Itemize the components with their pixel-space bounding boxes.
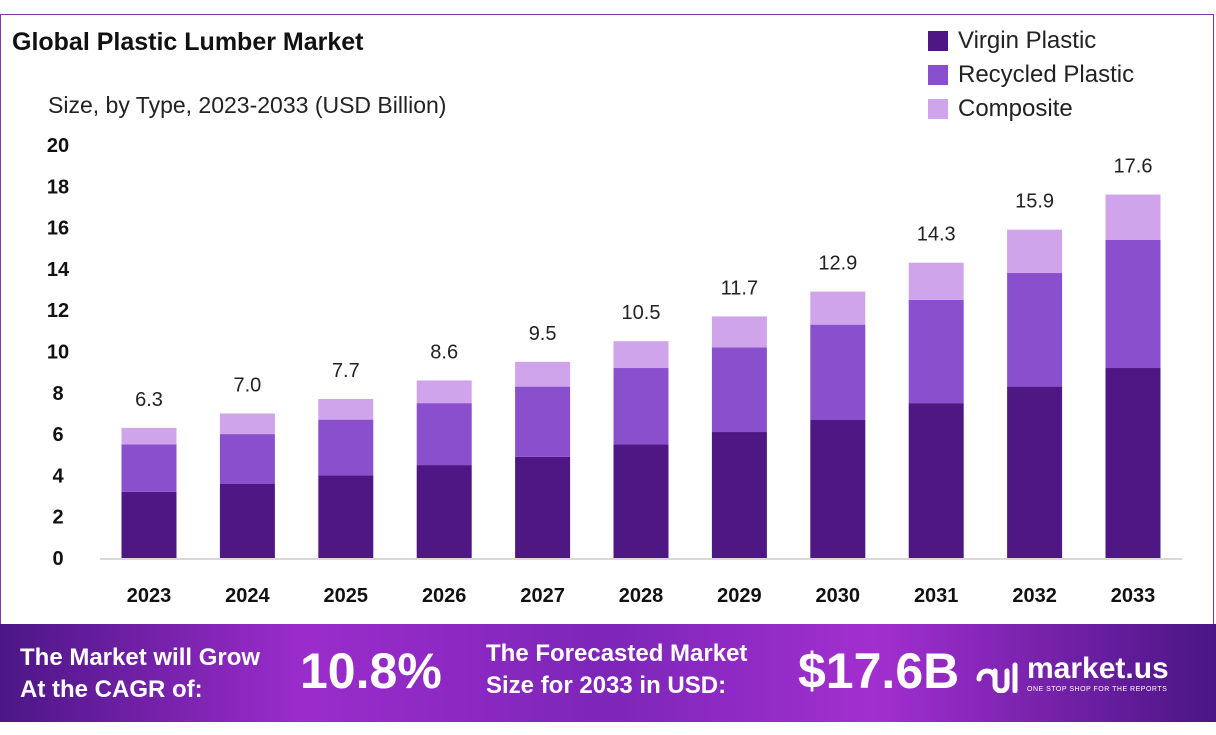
legend-item-recycled: Recycled Plastic <box>928 58 1134 92</box>
bar-segment-recycled-plastic <box>121 444 177 492</box>
bar-segment-virgin-plastic <box>515 456 571 558</box>
bar-segment-virgin-plastic <box>121 491 177 558</box>
bar-segment-composite <box>1007 229 1063 274</box>
y-tick-label: 14 <box>47 259 70 281</box>
total-data-label: 8.6 <box>430 341 458 363</box>
bar-segment-virgin-plastic <box>711 432 767 558</box>
bar-segment-composite <box>515 361 571 387</box>
bar-segment-virgin-plastic <box>908 403 964 558</box>
x-tick-label: 2032 <box>1012 585 1057 607</box>
bar-segment-virgin-plastic <box>613 444 669 558</box>
x-tick-label: 2024 <box>225 585 270 607</box>
y-tick-label: 0 <box>52 548 63 570</box>
total-data-label: 7.7 <box>332 360 360 382</box>
cagr-label: The Market will Grow At the CAGR of: <box>20 642 260 706</box>
cagr-label-line2: At the CAGR of: <box>20 676 203 703</box>
chart-subtitle: Size, by Type, 2023-2033 (USD Billion) <box>48 92 447 118</box>
bar-segment-virgin-plastic <box>810 419 866 558</box>
y-tick-label: 12 <box>47 300 69 322</box>
total-data-label: 14.3 <box>917 224 956 246</box>
y-tick-label: 2 <box>52 507 63 529</box>
bar-segment-recycled-plastic <box>908 299 964 404</box>
bar-segment-composite <box>1105 194 1161 240</box>
chart-frame <box>0 14 1214 624</box>
y-tick-label: 4 <box>52 465 64 487</box>
legend-item-composite: Composite <box>928 92 1134 126</box>
bar-segment-recycled-plastic <box>613 368 669 445</box>
bar-segment-virgin-plastic <box>416 465 472 558</box>
total-data-label: 9.5 <box>529 323 557 345</box>
legend-label: Virgin Plastic <box>958 27 1097 54</box>
y-tick-label: 16 <box>47 218 69 240</box>
y-tick-label: 20 <box>47 135 69 157</box>
bar-segment-recycled-plastic <box>318 419 374 476</box>
bar-segment-recycled-plastic <box>219 434 275 484</box>
total-data-label: 6.3 <box>135 389 163 411</box>
total-data-label: 10.5 <box>622 302 661 324</box>
bar-segment-recycled-plastic <box>416 403 472 466</box>
bar-segment-composite <box>219 413 275 435</box>
bar-segment-recycled-plastic <box>515 386 571 457</box>
cagr-label-line1: The Market will Grow <box>20 644 261 671</box>
x-tick-label: 2027 <box>520 585 565 607</box>
bar-segment-virgin-plastic <box>219 483 275 558</box>
total-data-label: 11.7 <box>721 277 758 299</box>
y-tick-label: 18 <box>47 176 69 198</box>
bar-segment-composite <box>318 398 374 420</box>
legend-swatch <box>928 65 948 85</box>
y-tick-label: 10 <box>47 342 69 364</box>
total-data-label: 7.0 <box>233 374 261 396</box>
logo-name: market.us <box>1027 652 1169 685</box>
bar-segment-composite <box>416 380 472 404</box>
forecast-label-line1: The Forecasted Market <box>486 640 748 667</box>
bar-segment-composite <box>908 262 964 300</box>
forecast-value: $17.6B <box>798 643 960 699</box>
x-tick-label: 2030 <box>816 585 861 607</box>
total-data-label: 17.6 <box>1114 156 1153 178</box>
cagr-value: 10.8% <box>300 643 442 699</box>
x-tick-label: 2023 <box>127 585 172 607</box>
legend-swatch <box>928 99 948 119</box>
bar-segment-recycled-plastic <box>810 324 866 420</box>
bar-segment-recycled-plastic <box>1007 273 1063 387</box>
footer-banner: The Market will Grow At the CAGR of: 10.8… <box>0 624 1216 722</box>
bar-segment-composite <box>613 341 669 369</box>
x-tick-label: 2026 <box>422 585 467 607</box>
bar-chart: 0 2 4 6 8 10 12 14 16 18 20 6.3 2023 7.0 2024 7.7 2025 8.… <box>47 135 1182 607</box>
x-tick-label: 2031 <box>914 585 959 607</box>
legend: Virgin Plastic Recycled Plastic Composit… <box>928 24 1134 126</box>
logo-icon <box>976 662 1018 693</box>
bar-segment-composite <box>711 316 767 348</box>
bar-segment-composite <box>121 427 177 445</box>
bar-segment-virgin-plastic <box>1105 368 1161 558</box>
bar-segment-virgin-plastic <box>1007 386 1063 558</box>
y-tick-label: 6 <box>52 424 63 446</box>
chart-title: Global Plastic Lumber Market <box>12 28 364 56</box>
x-tick-label: 2029 <box>717 585 762 607</box>
total-data-label: 12.9 <box>818 253 857 275</box>
legend-label: Composite <box>958 95 1073 122</box>
bar-segment-composite <box>810 291 866 325</box>
legend-item-virgin: Virgin Plastic <box>928 24 1134 58</box>
total-data-label: 15.9 <box>1015 191 1054 213</box>
bar-segment-virgin-plastic <box>318 475 374 558</box>
logo-tagline: ONE STOP SHOP FOR THE REPORTS <box>1027 686 1168 693</box>
market-us-logo: market.us ONE STOP SHOP FOR THE REPORTS <box>975 652 1169 693</box>
x-tick-label: 2028 <box>619 585 664 607</box>
x-tick-label: 2033 <box>1111 585 1156 607</box>
legend-swatch <box>928 31 948 51</box>
forecast-label: The Forecasted Market Size for 2033 in US… <box>486 638 747 702</box>
x-tick-label: 2025 <box>324 585 369 607</box>
y-tick-label: 8 <box>52 383 63 405</box>
bar-segment-recycled-plastic <box>1105 239 1161 369</box>
legend-label: Recycled Plastic <box>958 61 1135 88</box>
bar-segment-recycled-plastic <box>711 347 767 433</box>
forecast-label-line2: Size for 2033 in USD: <box>486 672 727 699</box>
